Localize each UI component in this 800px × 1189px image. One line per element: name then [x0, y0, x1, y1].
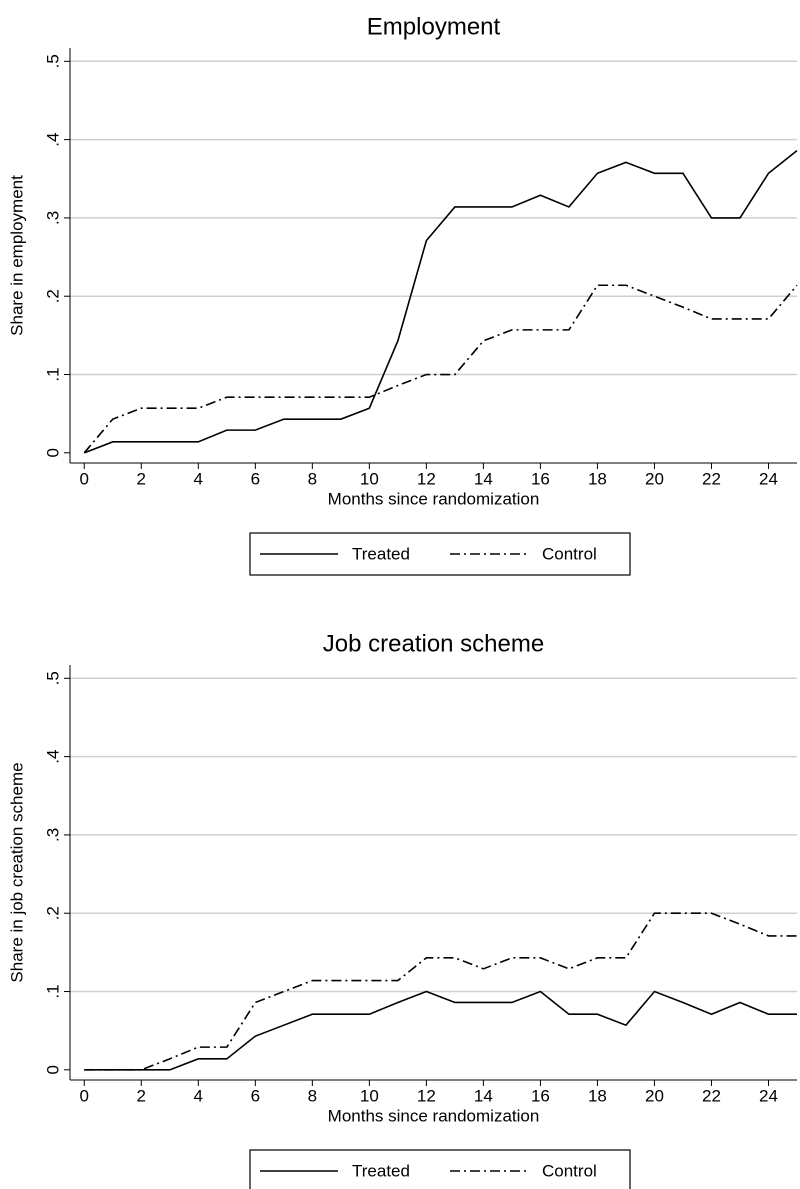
series-line	[84, 912, 797, 1071]
x-tick-label: 2	[137, 469, 146, 488]
x-tick-label: 8	[308, 1086, 317, 1105]
legend-label: Control	[542, 1161, 597, 1180]
x-tick-label: 20	[645, 1086, 664, 1105]
y-axis-label: Share in job creation scheme	[7, 762, 26, 982]
x-tick-label: 24	[759, 1086, 778, 1105]
legend-label: Control	[542, 544, 597, 563]
x-tick-label: 4	[194, 1086, 203, 1105]
x-tick-label: 10	[360, 1086, 379, 1105]
x-tick-label: 18	[588, 469, 607, 488]
x-tick-label: 24	[759, 469, 778, 488]
x-tick-label: 18	[588, 1086, 607, 1105]
x-tick-label: 20	[645, 469, 664, 488]
x-tick-label: 6	[251, 469, 260, 488]
series-line	[83, 149, 798, 454]
x-tick-label: 6	[251, 1086, 260, 1105]
x-axis-label: Months since randomization	[328, 489, 540, 508]
y-tick-label: .4	[43, 750, 62, 764]
x-tick-label: 4	[194, 469, 203, 488]
series-line	[83, 284, 798, 454]
y-tick-label: .1	[43, 367, 62, 381]
y-axis-label: Share in employment	[7, 175, 26, 336]
x-tick-label: 12	[417, 469, 436, 488]
x-tick-label: 14	[474, 1086, 493, 1105]
x-tick-label: 8	[308, 469, 317, 488]
x-tick-label: 0	[80, 469, 89, 488]
legend-label: Treated	[352, 544, 410, 563]
chart-title: Employment	[367, 13, 501, 40]
x-tick-label: 22	[702, 469, 721, 488]
x-tick-label: 0	[80, 1086, 89, 1105]
x-tick-label: 2	[137, 1086, 146, 1105]
chart-title: Job creation scheme	[323, 630, 544, 657]
y-tick-label: .3	[43, 211, 62, 225]
legend-label: Treated	[352, 1161, 410, 1180]
x-tick-label: 12	[417, 1086, 436, 1105]
x-axis-label: Months since randomization	[328, 1106, 540, 1125]
x-tick-label: 16	[531, 1086, 550, 1105]
y-tick-label: .1	[43, 984, 62, 998]
y-tick-label: 0	[43, 1065, 62, 1074]
y-tick-label: 0	[43, 448, 62, 457]
y-tick-label: .3	[43, 828, 62, 842]
y-tick-label: .4	[43, 133, 62, 147]
x-tick-label: 16	[531, 469, 550, 488]
series-line	[84, 990, 797, 1071]
y-tick-label: .2	[43, 906, 62, 920]
y-tick-label: .5	[43, 54, 62, 68]
x-tick-label: 22	[702, 1086, 721, 1105]
x-tick-label: 10	[360, 469, 379, 488]
y-tick-label: .2	[43, 289, 62, 303]
legend-box	[249, 1149, 631, 1189]
x-tick-label: 14	[474, 469, 493, 488]
y-tick-label: .5	[43, 671, 62, 685]
